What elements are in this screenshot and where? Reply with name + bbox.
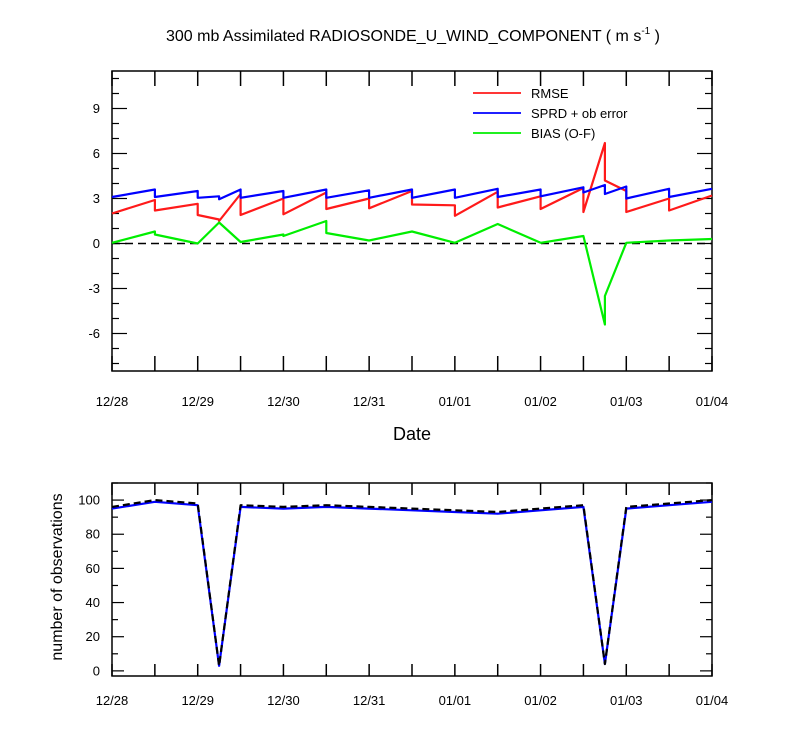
bottom-chart-y-tick-label: 40 <box>86 595 100 610</box>
top-chart-series-bias-o-f <box>111 219 713 326</box>
chart-title-suffix: ) <box>650 28 660 45</box>
top-chart-x-tick-label: 12/28 <box>96 394 129 409</box>
top-chart-y-tick-label: -6 <box>88 326 100 341</box>
chart-title: 300 mb Assimilated RADIOSONDE_U_WIND_COM… <box>166 26 660 45</box>
bottom-chart: 12/28 12/29 12/30 12/31 01/01 01/02 01/03 01/04… <box>78 482 729 708</box>
bottom-chart-x-tick-label: 01/03 <box>610 693 643 708</box>
top-chart-legend-label: BIAS (O-F) <box>531 126 595 141</box>
bottom-chart-x-tick-label: 01/01 <box>439 693 472 708</box>
bottom-chart-plot-frame <box>111 482 713 677</box>
top-chart-y-tick-label: 6 <box>93 146 100 161</box>
bottom-chart-series-used-observations <box>111 500 713 667</box>
bottom-chart-y-tick-label: 0 <box>93 663 100 678</box>
bottom-chart-y-axis-title: number of observations <box>49 493 66 660</box>
top-chart-x-tick-label: 01/02 <box>524 394 557 409</box>
top-chart-x-tick-label: 01/04 <box>696 394 729 409</box>
top-chart-y-tick-label: 0 <box>93 236 100 251</box>
top-chart-x-tick-label: 12/31 <box>353 394 386 409</box>
top-chart-x-axis-title: Date <box>393 424 431 444</box>
top-chart-x-tick-label: 01/03 <box>610 394 643 409</box>
top-chart-y-tick-label: -3 <box>88 281 100 296</box>
top-chart-y-tick-label: 9 <box>93 101 100 116</box>
bottom-chart-y-tick-label: 80 <box>86 527 100 542</box>
bottom-chart-y-tick-label: 60 <box>86 561 100 576</box>
top-chart-x-tick-label: 12/29 <box>181 394 214 409</box>
chart-title-superscript: -1 <box>641 26 650 37</box>
bottom-chart-x-tick-label: 12/29 <box>181 693 214 708</box>
top-chart-x-tick-label: 12/30 <box>267 394 300 409</box>
bottom-chart-x-tick-label: 01/02 <box>524 693 557 708</box>
bottom-chart-y-tick-label: 20 <box>86 629 100 644</box>
bottom-chart-x-tick-label: 01/04 <box>696 693 729 708</box>
bottom-chart-y-tick-label: 100 <box>78 493 100 508</box>
bottom-chart-x-tick-label: 12/30 <box>267 693 300 708</box>
top-chart-y-tick-label: 3 <box>93 191 100 206</box>
bottom-chart-series-total-observations <box>111 499 713 667</box>
chart-title-main: 300 mb Assimilated RADIOSONDE_U_WIND_COM… <box>166 28 641 45</box>
top-chart-series-rmse <box>111 141 713 223</box>
top-chart-series-sprd-ob-error <box>111 183 713 201</box>
top-chart-x-tick-label: 01/01 <box>439 394 472 409</box>
top-chart: 12/28 12/29 12/30 12/31 01/01 01/02 01/03 01/04… <box>88 70 729 409</box>
top-chart-legend-label: RMSE <box>531 86 569 101</box>
bottom-chart-x-tick-label: 12/31 <box>353 693 386 708</box>
bottom-chart-x-tick-label: 12/28 <box>96 693 129 708</box>
top-chart-legend-label: SPRD + ob error <box>531 106 628 121</box>
